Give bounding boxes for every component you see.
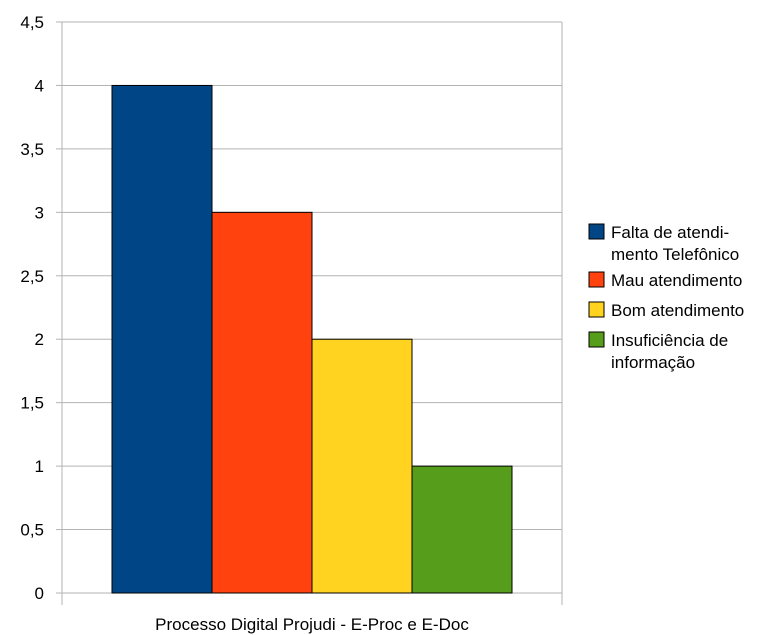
legend-swatch [588, 301, 605, 318]
bar [311, 338, 413, 594]
legend-label-line: informação [611, 353, 695, 372]
y-tick-label: 2,5 [20, 267, 44, 286]
y-tick-label: 2 [35, 330, 44, 349]
legend-swatch [588, 271, 605, 288]
y-tick-label: 4,5 [20, 13, 44, 32]
legend-label-line: Falta de atendi- [611, 223, 729, 242]
legend-label: Bom atendimento [611, 301, 744, 320]
y-tick-label: 0 [35, 584, 44, 603]
legend-label: Mau atendimento [611, 271, 742, 290]
legend-label-line: Mau atendimento [611, 271, 742, 290]
bar [211, 211, 313, 594]
y-tick-label: 1,5 [20, 394, 44, 413]
legend-label: Falta de atendi-mento Telefônico [611, 223, 739, 264]
bars [111, 84, 513, 594]
legend-label-line: Insuficiência de [611, 331, 728, 350]
y-tick-labels: 0 0,5 1 1,5 2 2,5 3 3,5 4 4,5 [20, 13, 44, 603]
legend: Falta de atendi-mento Telefônico Mau aten… [588, 223, 744, 372]
legend-label-line: mento Telefônico [611, 245, 739, 264]
y-tick-label: 3 [35, 203, 44, 222]
y-tick-label: 0,5 [20, 521, 44, 540]
bar [111, 84, 213, 594]
legend-label: Insuficiência de informação [611, 331, 728, 372]
y-tick-label: 3,5 [20, 140, 44, 159]
x-category-labels: Processo Digital Projudi - E-Proc e E-Do… [155, 615, 469, 634]
legend-swatch [588, 331, 605, 348]
bar [411, 465, 513, 594]
y-tick-label: 4 [35, 76, 44, 95]
legend-swatch [588, 223, 605, 240]
x-category-label: Processo Digital Projudi - E-Proc e E-Do… [155, 615, 469, 634]
legend-label-line: Bom atendimento [611, 301, 744, 320]
y-tick-label: 1 [35, 457, 44, 476]
axes [56, 21, 563, 605]
